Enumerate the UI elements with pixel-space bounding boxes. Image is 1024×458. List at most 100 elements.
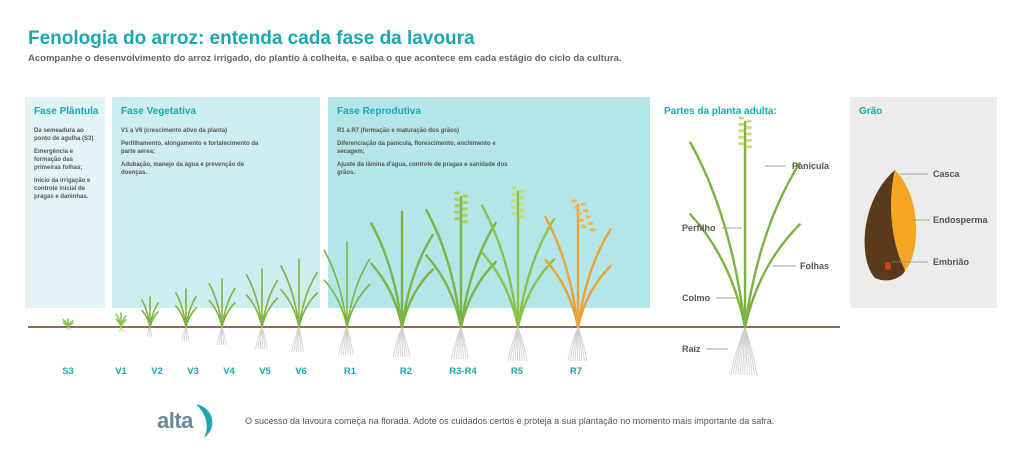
stage-label: V2 <box>151 366 163 377</box>
grain-cluster <box>519 189 525 193</box>
phase-line: Da semeadura ao ponto de agulha (S3) <box>34 128 94 142</box>
leaf <box>544 258 580 329</box>
grain-cluster <box>462 201 468 205</box>
phase-panel: Fase Plântula Da semeadura ao ponto de a… <box>25 97 105 308</box>
root <box>460 326 469 360</box>
grain-pointers <box>892 173 930 263</box>
grain-cluster <box>454 217 460 221</box>
grain-cluster <box>738 142 744 146</box>
leaf <box>480 251 520 329</box>
grain-cluster <box>511 199 517 203</box>
leaf <box>400 268 434 329</box>
leaf <box>544 216 580 329</box>
part-label: Panícula <box>792 161 830 171</box>
grain-cluster <box>580 202 587 206</box>
phase-line: Ajuste da lâmina d'água, controle de pra… <box>337 162 508 176</box>
root <box>261 326 268 350</box>
phase-panel: Fase Reprodutiva R1 a R7 (formação e mat… <box>328 97 650 308</box>
grain-cluster <box>519 208 525 212</box>
phase-title: Fase Reprodutiva <box>337 106 421 117</box>
leaf <box>370 262 404 329</box>
leaf <box>370 222 404 329</box>
grain-cluster <box>575 212 582 216</box>
root <box>577 326 579 362</box>
part-label: Perfilho <box>682 223 716 233</box>
stage-label: R1 <box>343 366 357 377</box>
title: Fenologia do arroz: entenda cada fase da… <box>28 28 475 49</box>
root <box>298 326 304 353</box>
root <box>221 326 223 346</box>
grain-cluster <box>454 204 460 208</box>
grain-cluster <box>462 207 468 211</box>
phase-line: Início da irrigação e controle inicial d… <box>34 178 91 200</box>
stage-label: V1 <box>115 366 127 377</box>
phase-line: Diferenciação da panícula, florescimento… <box>337 141 496 155</box>
root <box>346 326 354 356</box>
root <box>149 326 153 338</box>
root <box>744 326 758 376</box>
leaf <box>689 213 747 329</box>
phase-text: R1 a R7 (formação e maturação dos grãos)… <box>337 127 520 182</box>
stage-label: V3 <box>187 366 199 377</box>
stage-label: R2 <box>399 366 413 377</box>
footer-text: O sucesso da lavoura começa na florada. … <box>245 416 775 426</box>
grain-cluster <box>511 186 517 190</box>
grain-label: Embrião <box>933 257 970 267</box>
phase-line: R1 a R7 (formação e maturação dos grãos) <box>337 128 460 134</box>
stage-label: R7 <box>569 366 583 377</box>
grain-cluster <box>462 220 468 224</box>
grain-cluster <box>738 122 744 126</box>
stage-label: R5 <box>510 366 524 377</box>
stage-label: R3-R4 <box>449 366 477 377</box>
phase-text: V1 a V6 (crescimento ativo da planta) Pe… <box>121 127 270 182</box>
leaf <box>323 279 348 328</box>
leaf <box>743 223 801 329</box>
grain-cluster <box>746 138 752 142</box>
grain-cluster <box>746 132 752 136</box>
grain-label: Casca <box>933 169 960 179</box>
leaf <box>743 161 801 329</box>
grain-cluster <box>454 210 460 214</box>
phase-line: Perfilhamento, alongamento e fortalecime… <box>121 141 259 155</box>
grain-cluster <box>573 205 580 209</box>
grain-cluster <box>746 119 752 123</box>
leaf <box>280 288 300 328</box>
grain-cluster <box>738 116 744 120</box>
grain-cluster <box>578 218 585 222</box>
leaf <box>459 260 497 329</box>
part-label: Folhas <box>800 261 830 271</box>
grain-cluster <box>519 215 525 219</box>
part-label: Raiz <box>682 344 701 354</box>
root <box>401 326 411 358</box>
leaf <box>298 292 318 328</box>
plants <box>62 116 801 376</box>
subtitle: Acompanhe o desenvolvimento do arroz irr… <box>28 53 622 64</box>
grain-cluster <box>511 205 517 209</box>
grain-cluster <box>571 199 577 203</box>
grain-cluster <box>511 192 517 196</box>
grain-cluster <box>454 191 460 195</box>
phase-title: Fase Plântula <box>34 106 99 117</box>
grain-cluster <box>580 225 587 229</box>
root <box>221 326 227 346</box>
grain-cluster <box>582 209 589 213</box>
grain-cluster <box>746 126 752 130</box>
grain-cluster <box>585 215 591 219</box>
parts-title: Partes da planta adulta: <box>664 106 777 117</box>
grain-cluster <box>454 197 460 201</box>
leaf <box>516 217 556 329</box>
leaf <box>346 283 371 328</box>
leaf <box>576 264 612 329</box>
grain-husk <box>864 170 905 281</box>
grain-cluster <box>738 129 744 133</box>
grain-cluster <box>738 135 744 139</box>
leaf <box>576 228 612 329</box>
grain-cluster <box>462 194 468 198</box>
stage-label: V6 <box>295 366 307 377</box>
leaf <box>425 254 463 329</box>
leaf <box>425 208 463 329</box>
phase-line: V1 a V6 (crescimento ativo da planta) <box>121 128 228 134</box>
grain-label: Endosperma <box>933 215 988 225</box>
